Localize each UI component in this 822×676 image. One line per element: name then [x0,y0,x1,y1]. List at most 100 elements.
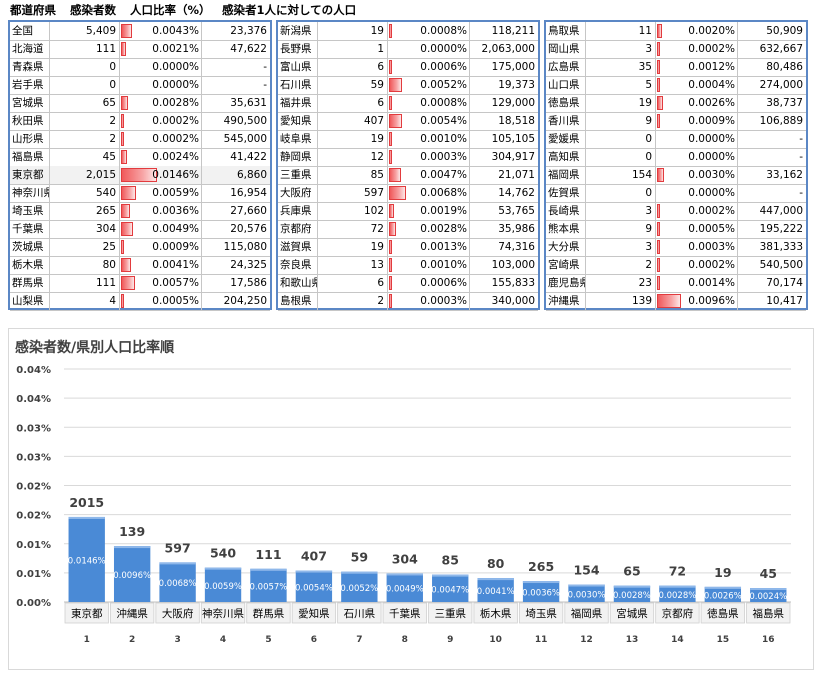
ratio-databar [121,240,124,254]
ratio-value: 0.0005% [688,223,735,235]
case-count: 597 [318,184,388,202]
bar [613,585,651,602]
ratio-databar [657,240,660,254]
population-per-case: 27,660 [230,205,267,217]
bar-chart: 0.00% 0.01% 0.01% 0.02% 0.02% 0.03% 0.03% 0.04%… [16,365,791,645]
ratio-cell: 0.0002% [656,256,738,274]
category-box [655,602,700,624]
prefecture-name: 静岡県 [278,148,318,166]
bar [386,573,423,602]
prefecture-name: 大阪府 [278,184,318,202]
category-box [337,602,382,624]
table-row: 静岡県 12 0.0003% 304,917 [278,148,538,167]
case-count: 265 [50,202,120,220]
ratio-cell: 0.0008% [388,22,470,40]
population-per-case: 18,518 [498,115,535,127]
y-tick-label: 0.01% [16,569,51,580]
category-box [609,602,655,624]
table-row: 愛知県 407 0.0054% 18,518 [278,112,538,131]
category-box [428,602,473,624]
population-per-case: 24,325 [230,259,267,271]
population-per-case: 53,765 [498,205,535,217]
y-tick-label: 0.02% [16,482,51,493]
ratio-value: 0.0030% [688,169,735,181]
ratio-databar [389,78,402,92]
y-tick-label: 0.04% [16,365,51,376]
ratio-databar [121,222,134,236]
bar-highlight [295,570,333,573]
ratio-cell: 0.0028% [388,220,470,238]
bar-top-label: 139 [119,524,145,539]
rank-label: 4 [220,635,226,645]
population-per-case: 50,909 [766,25,803,37]
ratio-cell: 0.0020% [656,22,738,40]
bar-value-label: 0.0057% [250,582,288,592]
population-per-case: 14,762 [498,187,535,199]
ratio-cell: 0.0068% [388,184,470,202]
x-tick-label: 千葉県 [389,607,421,620]
ratio-databar [389,186,406,200]
population-per-case: 35,631 [230,97,267,109]
ratio-databar [121,42,127,56]
ratio-cell: 0.0059% [120,184,202,202]
bar-value-label: 0.0047% [431,585,469,595]
table-row: 沖縄県 139 0.0096% 10,417 [546,292,806,311]
case-count: 4 [50,292,120,310]
category-box [382,602,427,624]
category-box [700,602,745,624]
ratio-cell: 0.0024% [120,148,202,166]
ratio-value: 0.0003% [688,241,735,253]
x-tick-label: 神奈川県 [202,607,244,620]
population-per-case: 115,080 [223,241,267,253]
ratio-cell: 0.0000% [120,58,202,76]
ratio-value: 0.0006% [420,61,467,73]
case-count: 85 [318,166,388,184]
ratio-cell: 0.0010% [388,256,470,274]
category-box [746,602,791,624]
table-row: 宮崎県 2 0.0002% 540,500 [546,256,806,275]
case-count: 6 [318,94,388,112]
ratio-databar [389,150,392,164]
bar [522,581,560,602]
population-per-case: 70,174 [766,277,803,289]
ratio-cell: 0.0003% [388,148,470,166]
table-row: 神奈川県 540 0.0059% 16,954 [10,184,270,203]
ratio-value: 0.0019% [420,205,467,217]
ratio-cell: 0.0002% [120,130,202,148]
bar-value-label: 0.0052% [340,584,378,594]
bar [250,568,287,602]
ratio-databar [121,168,157,182]
population-per-case: 129,000 [491,97,535,109]
ratio-databar [121,294,124,308]
prefecture-name: 愛知県 [278,112,318,130]
ratio-value: 0.0002% [152,133,199,145]
ratio-databar [121,96,128,110]
bar-top-label: 265 [528,559,554,574]
ratio-databar [121,150,127,164]
chart-area: 感染者数/県別人口比率順 0.00% 0.01% 0.01% 0.02% 0.02% 0.… [8,328,814,670]
prefecture-name: 京都府 [278,220,318,238]
prefecture-name: 宮城県 [10,94,50,112]
rank-label: 16 [762,635,775,645]
table-row: 千葉県 304 0.0049% 20,576 [10,220,270,239]
population-per-case: 80,486 [766,61,803,73]
header-prefecture: 都道府県 [10,3,56,17]
table-row: 岩手県 0 0.0000% - [10,76,270,95]
bar-highlight [159,562,196,565]
bar-highlight [522,581,560,584]
table-row: 青森県 0 0.0000% - [10,58,270,77]
table-row: 茨城県 25 0.0009% 115,080 [10,238,270,257]
case-count: 111 [50,274,120,292]
table-row: 石川県 59 0.0052% 19,373 [278,76,538,95]
ratio-databar [389,60,392,74]
ratio-value: 0.0009% [152,241,199,253]
y-tick-label: 0.03% [16,423,51,434]
prefecture-name: 福島県 [10,148,50,166]
table-row: 鳥取県 11 0.0020% 50,909 [546,22,806,41]
table-row: 高知県 0 0.0000% - [546,148,806,167]
population-per-case: 38,737 [766,97,803,109]
category-box [246,602,291,624]
table-row: 熊本県 9 0.0005% 195,222 [546,220,806,239]
y-tick-label: 0.02% [16,511,51,522]
ratio-databar [121,186,136,200]
